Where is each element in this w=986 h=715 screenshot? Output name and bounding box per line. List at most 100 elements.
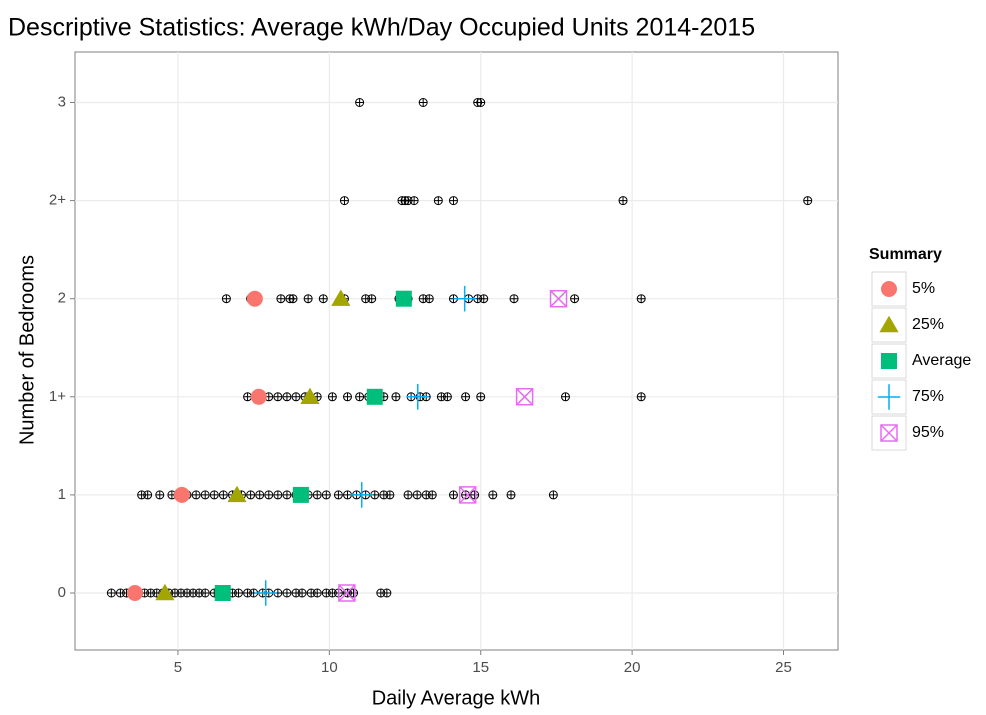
plot-panel — [74, 51, 839, 651]
observation-point — [548, 490, 558, 500]
summary-marker — [406, 384, 429, 410]
observation-point — [506, 490, 516, 500]
observation-point — [343, 490, 353, 500]
x-tick-label: 25 — [775, 659, 792, 676]
observation-point — [509, 294, 519, 304]
observation-point — [273, 392, 283, 402]
observation-point — [418, 98, 428, 107]
y-tick-label: 0 — [58, 584, 66, 601]
observation-point — [234, 588, 244, 598]
observation-point — [264, 490, 274, 500]
observation-point — [427, 490, 437, 500]
observation-point — [424, 294, 434, 304]
observation-point — [106, 588, 116, 598]
observation-point — [448, 196, 458, 206]
observation-point — [200, 490, 210, 500]
summary-marker — [350, 482, 373, 508]
observation-point — [355, 392, 365, 402]
observation-point — [412, 490, 422, 500]
observation-point — [246, 490, 256, 500]
legend-label: 95% — [912, 424, 944, 441]
y-axis-label: Number of Bedrooms — [16, 255, 38, 445]
observation-point — [221, 294, 231, 304]
summary-marker — [173, 486, 190, 503]
observation-point — [391, 392, 401, 402]
summary-marker — [246, 290, 263, 307]
observation-point — [409, 196, 419, 206]
x-tick-label: 15 — [472, 659, 489, 676]
observation-point — [803, 196, 813, 206]
summary-marker — [214, 585, 231, 601]
observation-point — [273, 490, 283, 500]
observation-point — [636, 392, 646, 402]
legend-marker — [881, 281, 897, 297]
legend-marker — [881, 353, 897, 369]
observation-point — [218, 490, 228, 500]
observation-point — [343, 392, 353, 402]
summary-marker — [155, 583, 175, 601]
observation-point — [200, 588, 210, 598]
summary-marker — [366, 388, 383, 405]
observation-point — [476, 392, 486, 402]
summary-marker — [126, 585, 143, 601]
observation-point — [209, 490, 219, 500]
summary-marker — [453, 285, 476, 312]
observation-point — [470, 490, 480, 500]
observation-point — [297, 588, 307, 598]
y-tick-label: 1+ — [49, 388, 66, 405]
observation-point — [255, 490, 265, 500]
observation-point — [403, 490, 413, 500]
y-tick-label: 2 — [58, 290, 66, 307]
observation-point — [618, 196, 628, 206]
observation-point — [448, 490, 458, 500]
summary-marker — [331, 289, 351, 306]
observation-point — [339, 196, 349, 206]
summary-marker — [515, 388, 534, 406]
summary-marker — [395, 290, 412, 307]
observation-point — [312, 588, 322, 598]
observation-point — [333, 490, 343, 500]
observation-point — [488, 490, 498, 500]
observation-point — [367, 294, 377, 304]
summary-marker — [227, 485, 247, 503]
legend-marker — [880, 424, 898, 442]
legend-title: Summary — [869, 246, 942, 263]
legend-label: 25% — [912, 316, 944, 333]
observation-point — [479, 294, 489, 304]
x-tick-label: 20 — [624, 659, 641, 676]
observation-point — [155, 490, 165, 500]
chart-title: Descriptive Statistics: Average kWh/Day … — [8, 14, 755, 42]
observation-point — [191, 490, 201, 500]
observation-point — [243, 392, 253, 402]
observation-point — [349, 588, 359, 598]
observation-point — [476, 98, 486, 107]
observation-point — [282, 588, 292, 598]
summary-marker — [338, 584, 356, 602]
legend-label: 75% — [912, 388, 944, 405]
legend-marker — [879, 315, 899, 333]
x-axis-label: Daily Average kWh — [372, 687, 541, 709]
x-tick-label: 10 — [321, 659, 338, 676]
observation-point — [355, 98, 365, 107]
legend-marker — [877, 384, 901, 410]
legend-label: 5% — [912, 280, 935, 297]
observation-point — [385, 490, 395, 500]
observation-point — [636, 294, 646, 304]
legend-label: Average — [912, 352, 971, 369]
observation-point — [321, 490, 331, 500]
observation-point — [318, 294, 328, 304]
observation-point — [288, 294, 298, 304]
summary-marker — [300, 387, 320, 404]
y-tick-label: 2+ — [49, 192, 66, 209]
observation-point — [461, 392, 471, 402]
summary-marker — [549, 289, 568, 308]
observation-point — [433, 196, 443, 206]
observation-point — [570, 294, 580, 304]
observation-point — [303, 294, 313, 304]
observation-point — [282, 392, 292, 402]
summary-marker — [292, 486, 309, 503]
observation-point — [442, 392, 452, 402]
observation-point — [282, 490, 292, 500]
observation-point — [382, 588, 392, 598]
